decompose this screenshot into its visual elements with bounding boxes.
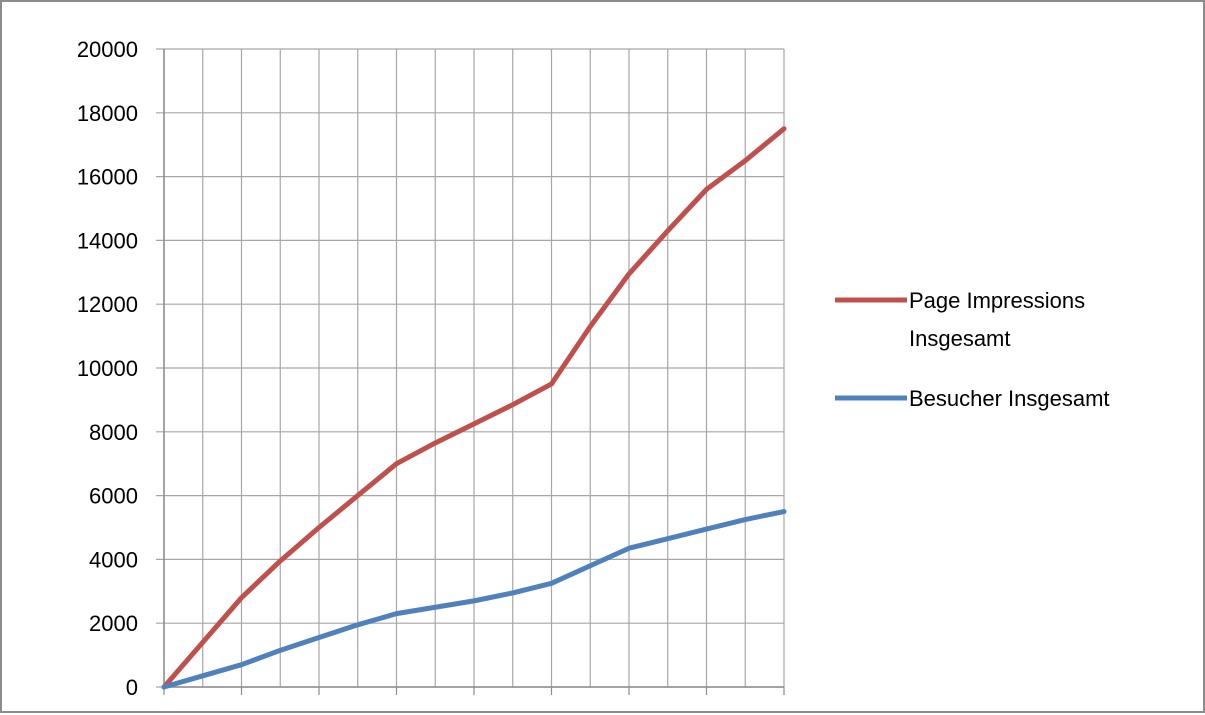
y-tick-label: 14000 xyxy=(77,228,138,253)
y-tick-label: 6000 xyxy=(89,484,138,509)
axes xyxy=(163,49,785,695)
y-tick-label: 18000 xyxy=(77,101,138,126)
y-tick-label: 12000 xyxy=(77,292,138,317)
series-line-besucher-insgesamt xyxy=(161,509,787,690)
legend: Page Impressions Insgesamt Besucher Insges… xyxy=(835,288,1110,411)
y-tick-label: 8000 xyxy=(89,420,138,445)
series-line-page-impressions-insgesamt xyxy=(161,126,787,690)
y-tick-label: 0 xyxy=(126,675,138,700)
legend-label: Besucher Insgesamt xyxy=(909,386,1110,411)
legend-label: Insgesamt xyxy=(909,326,1011,351)
y-tick-label: 20000 xyxy=(77,37,138,62)
y-tick-label: 10000 xyxy=(77,356,138,381)
legend-label: Page Impressions xyxy=(909,288,1085,313)
y-tick-label: 16000 xyxy=(77,165,138,190)
y-tick-label: 4000 xyxy=(89,547,138,572)
y-tick-labels: 0 2000 4000 6000 8000 10000 12000 14000 16000 180… xyxy=(77,37,138,700)
series-lines xyxy=(161,126,787,690)
y-tick-label: 2000 xyxy=(89,611,138,636)
